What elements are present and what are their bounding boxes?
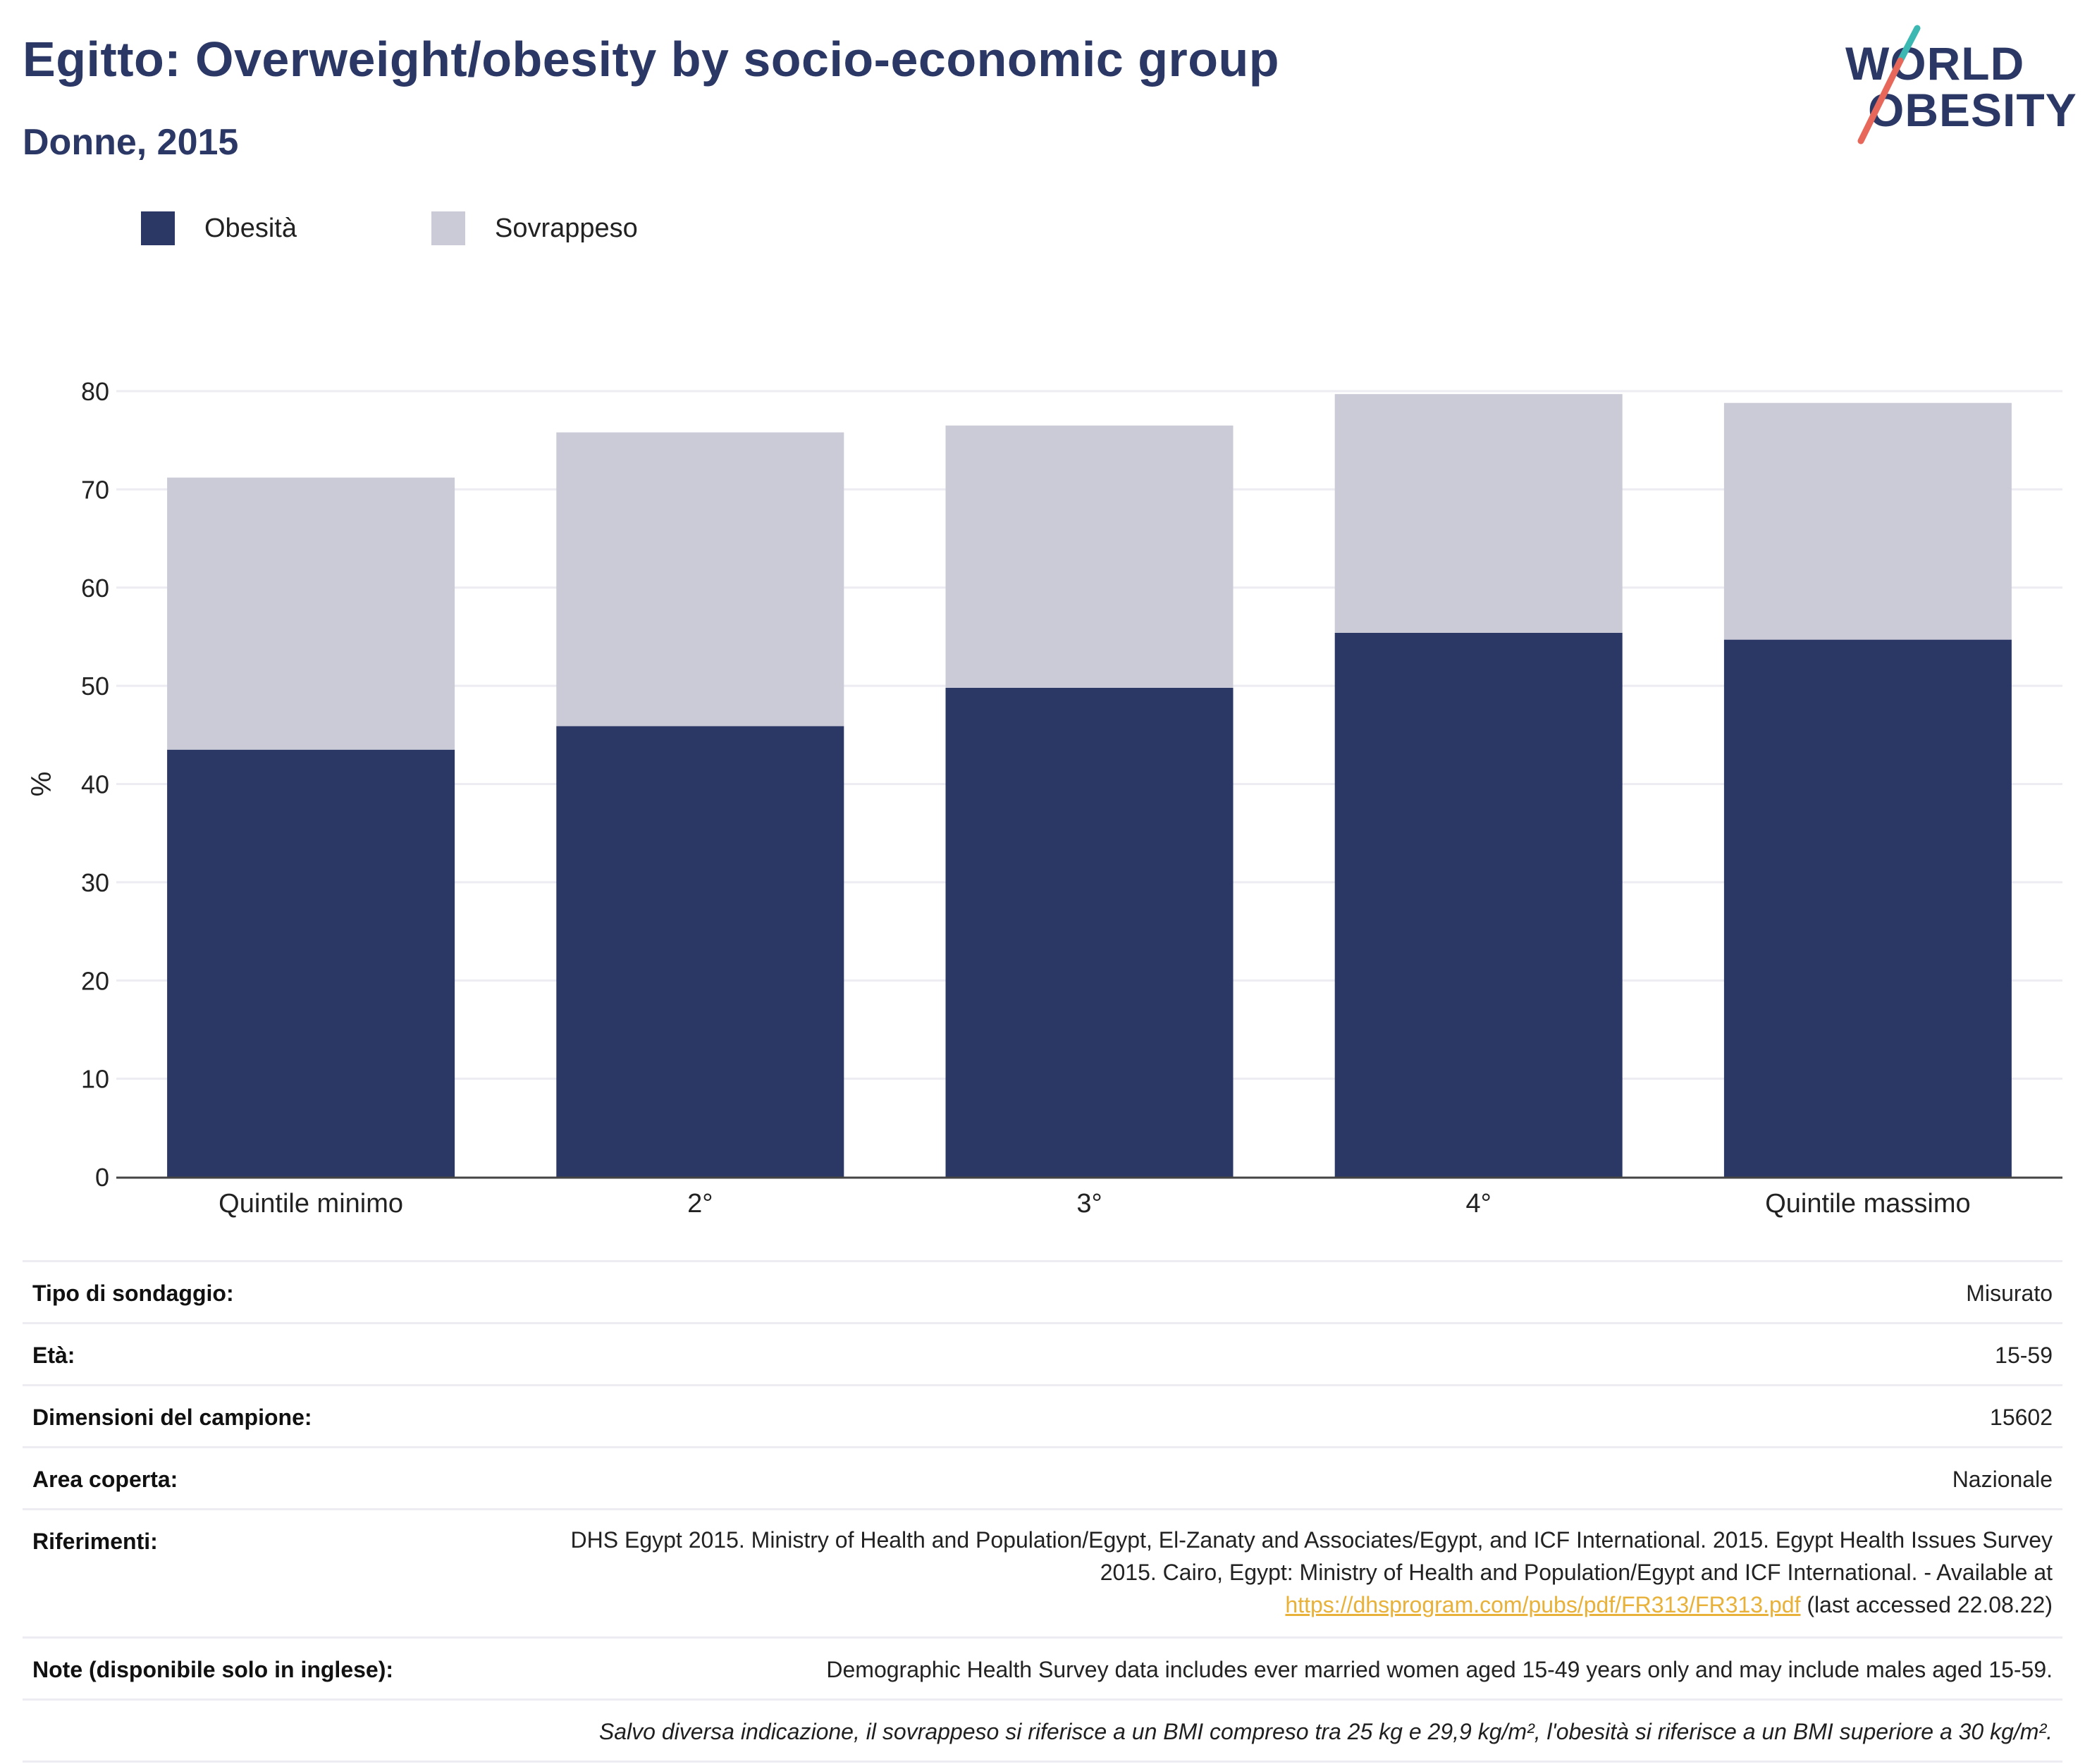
y-tick-label: 60: [81, 574, 109, 603]
legend-swatch-obesity: [141, 211, 175, 245]
legend-label-overweight: Sovrappeso: [495, 213, 638, 243]
bar-overweight: [945, 425, 1234, 688]
y-tick-label: 0: [95, 1163, 109, 1192]
info-table: Tipo di sondaggio: Misurato Età: 15-59 D…: [23, 1260, 2062, 1763]
bar-obesity: [1334, 632, 1623, 1177]
x-tick-label: Quintile massimo: [1765, 1189, 1970, 1219]
references-text: DHS Egypt 2015. Ministry of Health and P…: [570, 1527, 2053, 1585]
y-tick-label: 40: [81, 770, 109, 799]
footnote: Salvo diversa indicazione, il sovrappeso…: [598, 1719, 2053, 1744]
info-row-age: Età: 15-59: [23, 1322, 2062, 1384]
bar-obesity: [945, 687, 1234, 1177]
info-row-survey-type: Tipo di sondaggio: Misurato: [23, 1260, 2062, 1322]
bar-overweight: [167, 477, 455, 750]
info-row-footnote: Salvo diversa indicazione, il sovrappeso…: [23, 1698, 2062, 1763]
x-tick-label: 2°: [687, 1189, 713, 1219]
bar-obesity: [1723, 639, 2012, 1177]
info-row-references: Riferimenti: DHS Egypt 2015. Ministry of…: [23, 1508, 2062, 1636]
info-row-sample-size: Dimensioni del campione: 15602: [23, 1384, 2062, 1446]
y-tick-label: 70: [81, 475, 109, 504]
x-tick-label: 4°: [1466, 1189, 1492, 1219]
bar-obesity: [556, 726, 844, 1177]
info-label: Dimensioni del campione:: [32, 1405, 312, 1430]
info-value: Misurato: [1966, 1281, 2053, 1306]
logo-text-line2: OBESITY: [1868, 84, 2077, 136]
info-label: Note (disponibile solo in inglese):: [32, 1657, 394, 1682]
chart-subtitle: Donne, 2015: [23, 122, 239, 163]
references-value: DHS Egypt 2015. Ministry of Health and P…: [537, 1524, 2053, 1621]
y-tick-label: 50: [81, 672, 109, 701]
info-label: Riferimenti:: [32, 1529, 158, 1554]
references-link[interactable]: https://dhsprogram.com/pubs/pdf/FR313/FR…: [1285, 1592, 1801, 1617]
info-label: Età:: [32, 1343, 75, 1368]
x-tick-label: Quintile minimo: [219, 1189, 403, 1219]
info-row-area: Area coperta: Nazionale: [23, 1446, 2062, 1508]
legend-label-obesity: Obesità: [204, 213, 297, 243]
info-value: 15-59: [1995, 1343, 2053, 1368]
world-obesity-logo: WORLD OBESITY: [1833, 21, 2077, 148]
info-value: Nazionale: [1952, 1467, 2053, 1492]
y-tick-label: 10: [81, 1065, 109, 1094]
chart-title: Egitto: Overweight/obesity by socio-econ…: [23, 32, 1279, 87]
legend-swatch-overweight: [431, 211, 465, 245]
info-label: Tipo di sondaggio:: [32, 1281, 234, 1306]
y-tick-label: 20: [81, 966, 109, 995]
bar-obesity: [167, 749, 455, 1177]
bar-overweight: [1334, 394, 1623, 633]
info-row-notes: Note (disponibile solo in inglese): Demo…: [23, 1636, 2062, 1698]
legend-item-overweight: Sovrappeso: [431, 209, 638, 248]
x-axis-ticks: Quintile minimo 2° 3° 4° Quintile massimo: [219, 1189, 1970, 1219]
info-value: 15602: [1990, 1405, 2053, 1430]
chart-bars: [167, 394, 2012, 1177]
x-tick-label: 3°: [1076, 1189, 1102, 1219]
references-accessed: (last accessed 22.08.22): [1807, 1592, 2053, 1617]
legend-item-obesity: Obesità: [141, 209, 297, 248]
logo-text-line1: WORLD: [1845, 37, 2025, 90]
bar-overweight: [556, 432, 844, 727]
y-axis-ticks: 0 10 20 30 40 50 60 70 80: [81, 377, 109, 1192]
info-label: Area coperta:: [32, 1467, 178, 1492]
y-tick-label: 30: [81, 868, 109, 897]
logo-slash-icon: [1857, 25, 1921, 144]
bar-overweight: [1723, 402, 2012, 640]
info-value: Demographic Health Survey data includes …: [826, 1657, 2053, 1682]
y-axis-label: %: [26, 772, 57, 797]
y-tick-label: 80: [81, 377, 109, 406]
